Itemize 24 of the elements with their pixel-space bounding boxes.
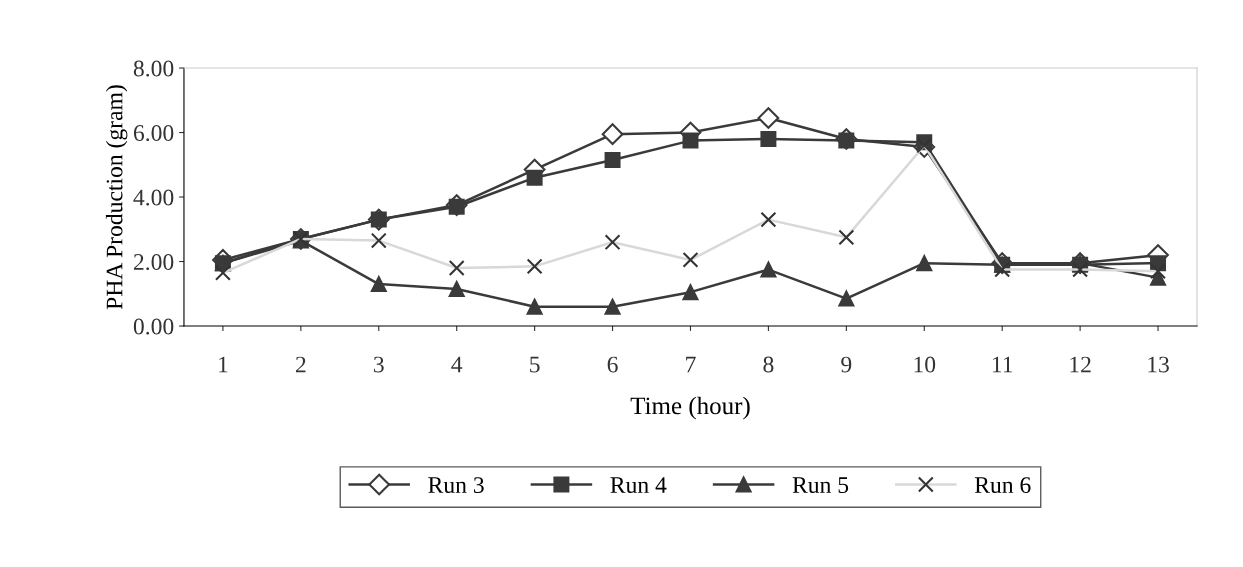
x-tick-label: 11 <box>992 356 1013 373</box>
x-axis-title: Time (hour) <box>630 396 750 420</box>
x-tick-label: 3 <box>374 356 384 373</box>
x-tick-label: 5 <box>530 356 540 373</box>
x-tick-label: 13 <box>1148 356 1169 373</box>
x-tick-label: 4 <box>451 356 463 373</box>
x-tick-label: 10 <box>914 356 936 373</box>
y-tick-label: 2.00 <box>133 254 174 271</box>
legend-label: Run 6 <box>974 477 1031 494</box>
legend-label: Run 4 <box>610 477 667 494</box>
legend-label: Run 3 <box>428 477 484 494</box>
x-tick-label: 9 <box>841 356 852 373</box>
y-axis-title: PHA Production (gram) <box>105 85 128 310</box>
x-tick-label: 7 <box>686 356 696 373</box>
legend-label: Run 5 <box>792 477 849 494</box>
x-tick-label: 1 <box>219 356 228 373</box>
y-tick-label: 0.00 <box>133 318 174 335</box>
x-tick-label: 12 <box>1070 356 1091 373</box>
y-tick-label: 4.00 <box>133 189 174 206</box>
x-tick-label: 8 <box>763 356 774 373</box>
x-tick-label: 2 <box>295 356 306 373</box>
x-tick-label: 6 <box>607 356 618 373</box>
y-tick-label: 6.00 <box>133 125 174 142</box>
y-tick-label: 8.00 <box>133 60 174 77</box>
